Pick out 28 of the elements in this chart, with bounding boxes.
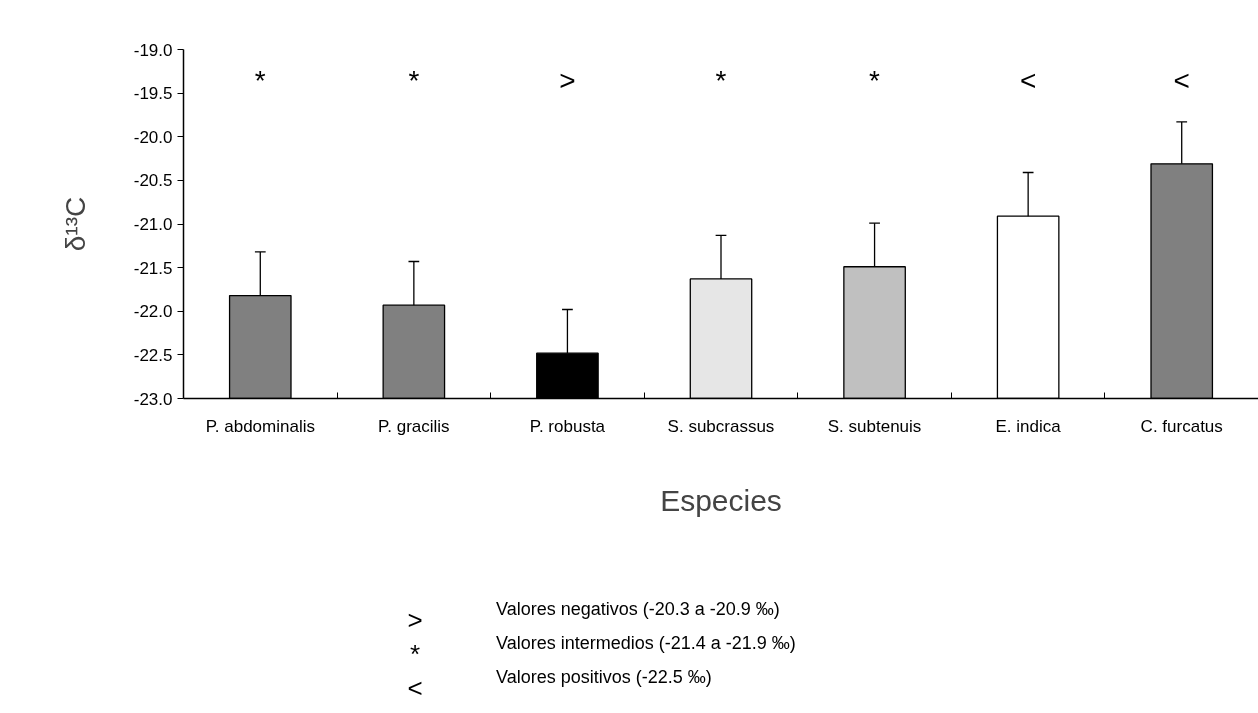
text: * Valores intermedios (-21.4 a -21.9 ‰) xyxy=(409,633,796,669)
y-tick-label: -21.0 xyxy=(133,215,173,234)
y-axis-title: δ¹³C xyxy=(59,196,91,252)
x-tick-label: E. indica xyxy=(995,416,1062,436)
x-axis-title: Especies xyxy=(660,483,782,517)
annotation: * xyxy=(869,65,881,97)
text: < Valores positivos (-22.5 ‰) xyxy=(407,667,712,703)
x-tick-label: C. furcatus xyxy=(1140,416,1223,436)
y-tick-label: -19.5 xyxy=(133,84,173,104)
x-tick-label: P. robusta xyxy=(529,416,606,436)
annotation: < xyxy=(1173,65,1190,97)
y-tick-label: -19.0 xyxy=(133,40,173,60)
y-tick-label: -21.5 xyxy=(133,258,173,278)
x-tick-label: S. subcrassus xyxy=(667,416,775,436)
y-tick-label: -22.0 xyxy=(133,302,173,322)
y-tick-label: -20.5 xyxy=(133,171,173,191)
annotation: * xyxy=(715,65,727,97)
x-tick-label: S. subtenuis xyxy=(827,416,922,436)
y-tick-label: -22.5 xyxy=(133,345,173,365)
x-tick-label: P. gracilis xyxy=(378,416,450,436)
x-tick-label: P. abdominalis xyxy=(205,416,315,436)
annotation: * xyxy=(254,65,266,97)
annotation: > xyxy=(559,65,576,97)
annotation: < xyxy=(1019,65,1037,97)
text: > Valores negativos (-20.3 a -20.9 ‰) xyxy=(407,599,780,635)
annotation: * xyxy=(408,65,420,97)
y-tick-label: -20.0 xyxy=(133,127,173,147)
y-tick-label: -23.0 xyxy=(133,389,173,409)
